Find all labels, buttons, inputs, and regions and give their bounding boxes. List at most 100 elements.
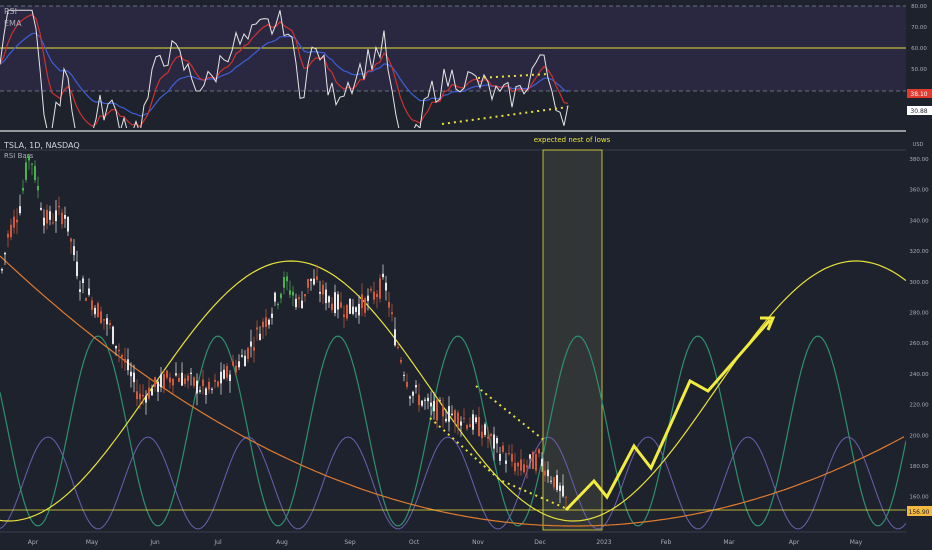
candle-body — [238, 361, 240, 368]
candle-body — [10, 224, 12, 238]
candle-body — [268, 319, 270, 325]
channel-lower-dotted — [429, 417, 566, 509]
price-panel[interactable]: expected nest of lows TSLA, 1D, NASDAQ R… — [0, 136, 906, 531]
candle-body — [211, 388, 213, 390]
candle-body — [292, 291, 294, 296]
indicator-subtitle: RSI Bars — [4, 152, 34, 160]
candle-body — [541, 458, 543, 466]
candle-body — [544, 470, 546, 476]
candle-body — [325, 289, 327, 304]
candle-body — [277, 303, 279, 306]
candle-body — [265, 317, 267, 327]
candle-body — [109, 323, 111, 325]
candle-body — [505, 460, 507, 464]
candle-body — [25, 162, 27, 180]
candle-body — [478, 416, 480, 436]
candle-body — [184, 378, 186, 384]
price-tick-label: 300.00 — [909, 280, 929, 286]
rsi-tick-label: 70.00 — [911, 25, 927, 31]
candle-body — [31, 163, 33, 165]
candle-body — [460, 421, 462, 426]
price-tick-label: 200.00 — [909, 433, 929, 439]
time-tick-label: Apr — [28, 539, 39, 546]
candle-body — [511, 454, 513, 462]
candle-body — [565, 496, 567, 498]
candle-body — [100, 311, 102, 323]
candle-body — [427, 397, 429, 402]
candle-body — [457, 412, 459, 427]
rsi-panel[interactable]: RSI EMA — [0, 5, 906, 134]
candle-body — [388, 302, 390, 308]
candle-body — [22, 187, 24, 191]
candle-body — [358, 303, 360, 316]
candle-body — [517, 462, 519, 467]
price-tick-label: 380.00 — [909, 157, 929, 163]
candle-body — [307, 279, 309, 288]
candle-body — [559, 485, 561, 491]
candle-body — [148, 387, 150, 399]
candle-body — [493, 434, 495, 449]
candle-body — [349, 298, 351, 314]
candle-body — [448, 406, 450, 422]
candle-body — [43, 217, 45, 226]
rsi-red-value: 38.10 — [910, 91, 927, 98]
candle-body — [499, 454, 501, 461]
candle-body — [250, 341, 252, 347]
symbol-title: TSLA, 1D, NASDAQ — [3, 141, 80, 150]
candle-body — [139, 393, 141, 400]
candle-body — [202, 379, 204, 387]
candle-body — [298, 297, 300, 300]
candle-body — [364, 298, 366, 313]
rsi-red-tag — [907, 89, 932, 98]
candle-body — [79, 289, 81, 292]
rsi-tick-label: 50.00 — [911, 67, 927, 73]
candle-body — [193, 377, 195, 386]
time-tick-label: 2023 — [596, 539, 611, 546]
candle-body — [217, 381, 219, 387]
candle-body — [157, 381, 159, 392]
candle-body — [253, 347, 255, 351]
candle-body — [205, 388, 207, 395]
candle-body — [562, 485, 564, 497]
price-tick-label: 280.00 — [909, 311, 929, 317]
time-axis[interactable]: Apr May Jun Jul Aug Sep Oct Nov Dec 2023 Feb Mar Apr… — [0, 531, 932, 550]
candle-body — [445, 418, 447, 422]
candle-body — [220, 371, 222, 384]
candle-body — [352, 306, 354, 314]
candle-body — [142, 394, 144, 397]
candle-body — [82, 278, 84, 283]
candle-body — [403, 374, 405, 376]
candle-body — [487, 436, 489, 439]
candle-body — [523, 464, 525, 473]
candle-body — [166, 370, 168, 378]
candle-body — [52, 222, 54, 224]
rsi-tick-label: 80.00 — [911, 4, 927, 10]
candle-body — [397, 346, 399, 348]
candle-body — [28, 155, 30, 161]
time-tick-label: Nov — [472, 539, 484, 546]
candle-body — [16, 219, 18, 223]
candle-body — [91, 300, 93, 310]
candle-body — [67, 216, 69, 232]
candle-body — [103, 319, 105, 321]
rsi-title: RSI — [4, 7, 17, 16]
candle-body — [46, 209, 48, 224]
rsi-ema-slow — [0, 32, 569, 117]
candle-body — [76, 261, 78, 277]
nest-of-lows-label: expected nest of lows — [534, 136, 611, 144]
candle-body — [55, 210, 57, 222]
candle-body — [433, 400, 435, 412]
candle-body — [232, 361, 234, 366]
candle-body — [271, 313, 273, 318]
time-tick-label: Jul — [213, 539, 222, 546]
price-tick-label: 320.00 — [909, 249, 929, 255]
candle-body — [472, 414, 474, 430]
candle-body — [88, 288, 90, 295]
rsi-tick-label: 60.00 — [911, 46, 927, 52]
candle-body — [226, 366, 228, 378]
candle-body — [118, 349, 120, 352]
last-price-tag — [907, 506, 932, 516]
candle-body — [58, 205, 60, 208]
